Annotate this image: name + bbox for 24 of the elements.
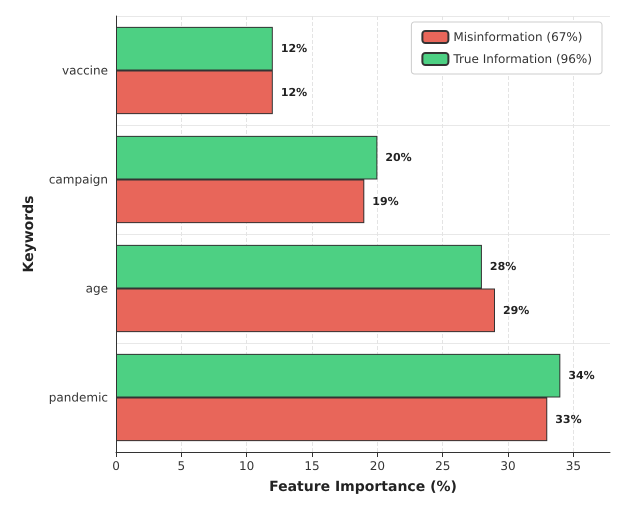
y-axis-title: Keywords <box>21 195 37 273</box>
legend-label: True Information (96%) <box>452 52 592 66</box>
x-tick-label: 20 <box>370 459 386 473</box>
data-label: 12% <box>280 86 308 99</box>
data-label: 20% <box>385 151 412 164</box>
x-tick-label: 30 <box>500 459 516 473</box>
x-tick-label: 15 <box>304 459 320 473</box>
data-label: 34% <box>568 369 595 382</box>
y-tick-label: vaccine <box>62 64 108 78</box>
x-tick-label: 25 <box>435 459 450 473</box>
y-tick-label: campaign <box>48 172 108 186</box>
x-tick-label: 0 <box>112 459 120 473</box>
y-tick-label: age <box>86 282 108 296</box>
data-label: 19% <box>372 194 399 208</box>
x-tick-label: 35 <box>566 459 582 473</box>
data-label: 28% <box>490 260 516 274</box>
x-axis-title: Feature Importance (%) <box>269 479 457 495</box>
data-label: 33% <box>555 412 582 426</box>
y-tick-label: pandemic <box>48 390 108 404</box>
data-label: 29% <box>502 304 530 317</box>
x-tick-label: 5 <box>178 459 186 473</box>
data-label: 12% <box>280 42 308 56</box>
legend-label: Misinformation (67%) <box>453 30 582 44</box>
x-tick-label: 10 <box>239 459 254 473</box>
